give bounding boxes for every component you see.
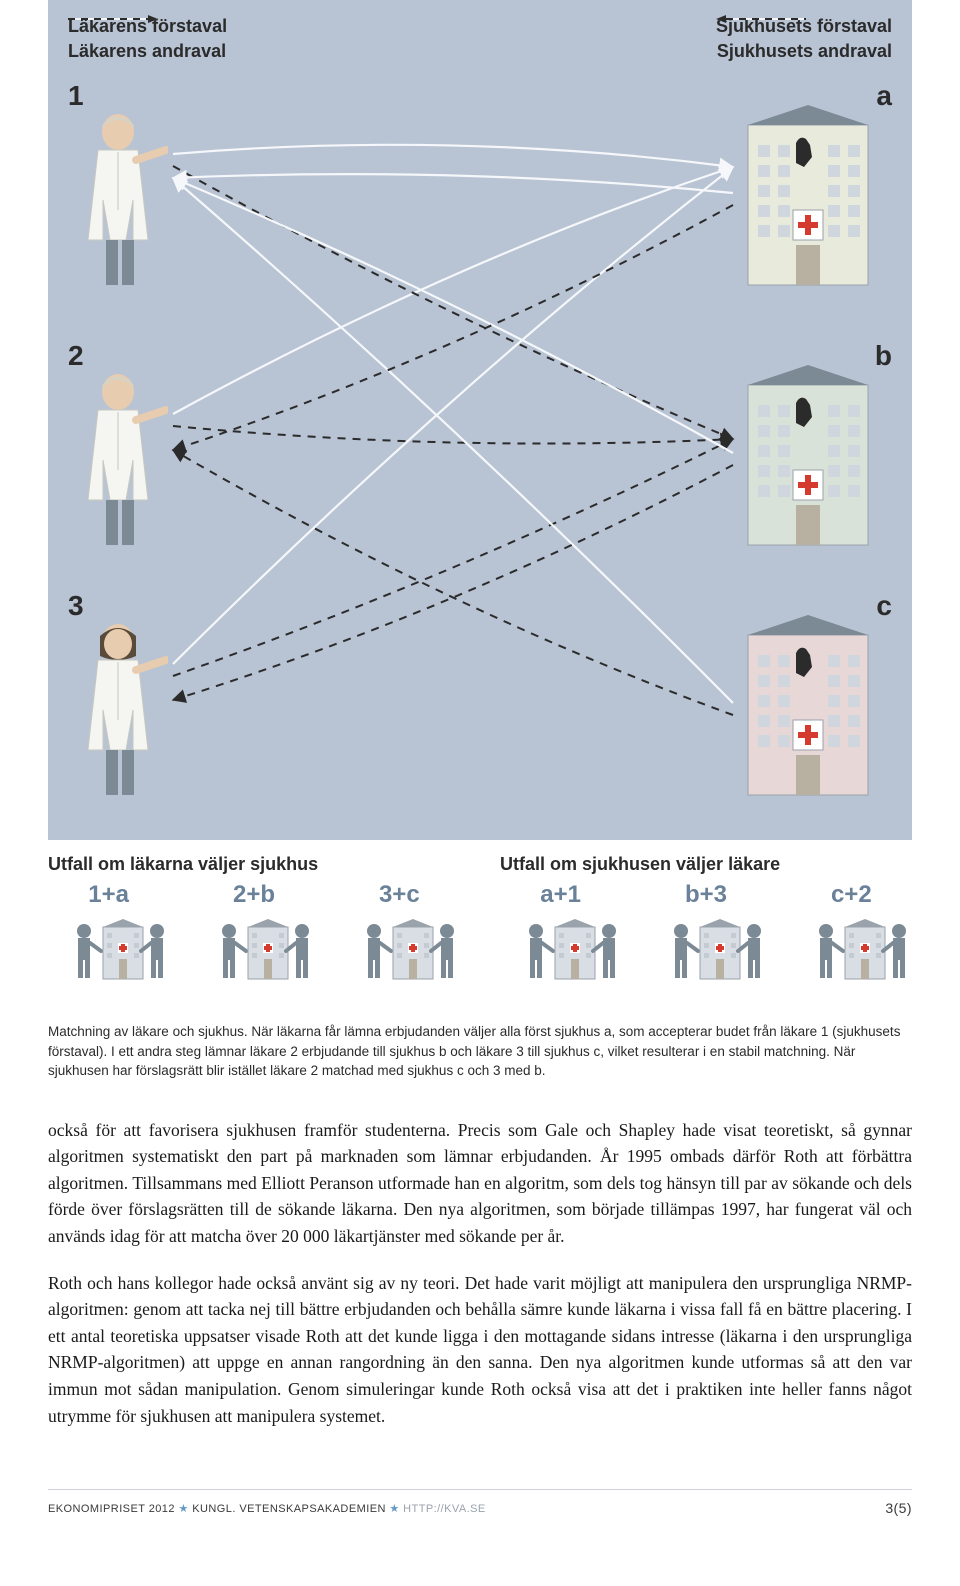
article-body: också för att favorisera sjukhusen framf… (48, 1117, 912, 1430)
paragraph-2: Roth och hans kollegor hade också använt… (48, 1270, 912, 1430)
outcome-right-icon-1 (666, 913, 746, 998)
outcome-left-label-0: 1+a (88, 881, 129, 909)
outcome-left-label-1: 2+b (233, 881, 275, 909)
outcome-right-label-0: a+1 (540, 881, 581, 909)
outcome-hospitals-choose: Utfall om sjukhusen väljer läkare a+1 b+… (500, 854, 912, 998)
outcome-right-icon-2 (811, 913, 891, 998)
outcome-left-2: 3+c (339, 881, 460, 998)
outcomes-section: Utfall om läkarna väljer sjukhus 1+a 2+b (48, 854, 912, 998)
footer-page: 3(5) (885, 1500, 912, 1516)
outcome-left-icon-1 (214, 913, 294, 998)
figure-caption: Matchning av läkare och sjukhus. När läk… (48, 1022, 912, 1081)
outcome-left-0: 1+a (48, 881, 169, 998)
outcome-left-label-2: 3+c (379, 881, 420, 909)
outcome-left-icon-2 (359, 913, 439, 998)
footer-org: KUNGL. VETENSKAPSAKADEMIEN (192, 1503, 386, 1515)
outcome-right-icon-0 (521, 913, 601, 998)
outcome-left-1: 2+b (193, 881, 314, 998)
footer-url: HTTP://KVA.SE (403, 1503, 486, 1515)
outcome-right-0: a+1 (500, 881, 621, 998)
outcome-doctors-choose: Utfall om läkarna väljer sjukhus 1+a 2+b (48, 854, 460, 998)
outcome-right-1: b+3 (645, 881, 766, 998)
matching-diagram: Läkarens förstaval Läkarens andraval Sju… (48, 0, 912, 840)
outcome-right-2: c+2 (791, 881, 912, 998)
outcome-right-label-1: b+3 (685, 881, 727, 909)
footer-prize: EKONOMIPRISET 2012 (48, 1503, 175, 1515)
outcome-left-icon-0 (69, 913, 149, 998)
outcome-right-label-2: c+2 (831, 881, 872, 909)
outcome-right-title: Utfall om sjukhusen väljer läkare (500, 854, 912, 875)
outcome-left-title: Utfall om läkarna väljer sjukhus (48, 854, 460, 875)
paragraph-1: också för att favorisera sjukhusen framf… (48, 1117, 912, 1250)
page-footer: EKONOMIPRISET 2012 ★ KUNGL. VETENSKAPSAK… (48, 1489, 912, 1516)
